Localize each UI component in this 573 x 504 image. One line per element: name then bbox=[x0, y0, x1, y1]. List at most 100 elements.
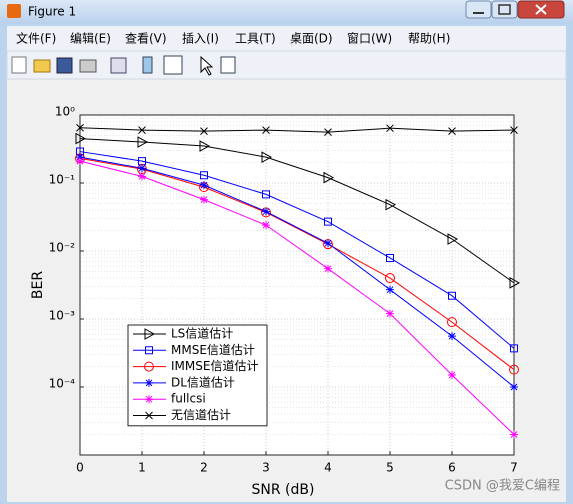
marker bbox=[509, 277, 521, 289]
legend-label: MMSE信道估计 bbox=[171, 343, 255, 357]
marker bbox=[200, 195, 208, 204]
marker bbox=[324, 128, 332, 136]
maximize-glyph bbox=[498, 4, 511, 15]
print-icon[interactable] bbox=[79, 59, 97, 73]
marker bbox=[262, 190, 270, 199]
legend-label: IMMSE信道估计 bbox=[171, 359, 258, 373]
marker bbox=[262, 221, 270, 230]
menu-bar bbox=[7, 26, 566, 50]
marker bbox=[262, 126, 270, 134]
marker bbox=[385, 198, 397, 211]
marker bbox=[510, 430, 518, 439]
x-tick-label: 2 bbox=[200, 461, 208, 475]
marker bbox=[448, 371, 456, 380]
toolbar bbox=[6, 50, 567, 80]
x-tick-label: 4 bbox=[324, 461, 332, 475]
menu-items: 文件(F) 编辑(E) 查看(V) 插入(I) 工具(T) 桌面(D) 窗口(W) 帮助(H) bbox=[16, 31, 450, 46]
legend-icon[interactable] bbox=[163, 55, 183, 75]
marker bbox=[324, 239, 332, 248]
marker bbox=[386, 253, 394, 262]
marker bbox=[138, 126, 146, 134]
colorbar-icon[interactable] bbox=[142, 56, 153, 74]
app-icon bbox=[7, 4, 21, 18]
x-tick-label: 1 bbox=[138, 461, 146, 475]
x-tick-label: 7 bbox=[510, 461, 518, 475]
marker bbox=[145, 378, 153, 387]
y-tick-label: 10⁻³ bbox=[49, 309, 76, 323]
marker bbox=[324, 217, 332, 226]
marker bbox=[324, 264, 332, 273]
marker bbox=[448, 291, 456, 300]
marker bbox=[138, 172, 146, 181]
marker bbox=[199, 140, 211, 152]
marker bbox=[448, 127, 456, 135]
y-tick-label: 10⁻⁴ bbox=[49, 377, 76, 391]
marker bbox=[323, 171, 335, 184]
marker bbox=[200, 181, 208, 190]
marker bbox=[510, 344, 518, 353]
x-tick-label: 3 bbox=[262, 461, 270, 475]
marker bbox=[75, 132, 87, 145]
menu-item[interactable]: 帮助(H) bbox=[408, 32, 450, 46]
marker bbox=[386, 285, 394, 294]
marker bbox=[138, 164, 146, 173]
menu-item[interactable]: 桌面(D) bbox=[290, 32, 333, 46]
x-tick-label: 0 bbox=[76, 461, 84, 475]
link-icon[interactable] bbox=[110, 57, 127, 74]
y-tick-label: 10⁰ bbox=[55, 105, 75, 119]
legend: LS信道估计 MMSE信道估计 IMMSE信道估计 DL信道估计 fullcsi 无信道估… bbox=[127, 324, 268, 427]
marker bbox=[447, 317, 457, 328]
marker bbox=[448, 332, 456, 341]
marker bbox=[261, 151, 273, 163]
menu-item[interactable]: 查看(V) bbox=[125, 32, 167, 46]
minimize-button[interactable] bbox=[465, 0, 492, 19]
marker bbox=[509, 364, 519, 375]
legend-label: 无信道估计 bbox=[171, 408, 231, 422]
new-icon[interactable] bbox=[11, 56, 27, 74]
x-tick-label: 5 bbox=[386, 461, 394, 475]
y-tick-label: 10⁻² bbox=[49, 241, 76, 255]
legend-label: fullcsi bbox=[171, 392, 206, 406]
y-tick-label: 10⁻¹ bbox=[49, 173, 76, 187]
legend-box bbox=[127, 324, 268, 427]
x-axis-label: SNR (dB) bbox=[252, 482, 315, 498]
marker bbox=[138, 157, 146, 166]
marker bbox=[447, 233, 459, 245]
menu-item[interactable]: 编辑(E) bbox=[70, 31, 111, 46]
menu-item[interactable]: 工具(T) bbox=[235, 32, 276, 46]
marker bbox=[76, 157, 84, 166]
chart: 0 1 2 3 4 5 6 7 10⁻⁴ 10⁻³ 10⁻² 10⁻¹ 10⁰ LS信道估计 MMSE信道估… bbox=[49, 105, 521, 475]
series-line bbox=[79, 151, 515, 349]
legend-label: DL信道估计 bbox=[171, 375, 235, 389]
series-line bbox=[79, 127, 515, 133]
series-line bbox=[79, 156, 515, 388]
x-tick-label: 6 bbox=[448, 461, 456, 475]
marker bbox=[510, 126, 518, 134]
open-icon[interactable] bbox=[33, 59, 51, 73]
marker bbox=[145, 346, 153, 355]
marker bbox=[386, 309, 394, 318]
marker bbox=[262, 207, 270, 216]
marker bbox=[137, 136, 149, 148]
marker bbox=[144, 328, 156, 340]
property-icon[interactable] bbox=[220, 56, 236, 74]
marker bbox=[200, 127, 208, 135]
close-glyph bbox=[535, 4, 547, 15]
marker bbox=[76, 123, 84, 132]
legend-label: LS信道估计 bbox=[171, 327, 233, 341]
marker bbox=[510, 383, 518, 391]
axes-box bbox=[79, 114, 515, 456]
menu-item[interactable]: 窗口(W) bbox=[347, 32, 392, 46]
menu-item[interactable]: 插入(I) bbox=[182, 32, 219, 46]
maximize-button[interactable] bbox=[491, 0, 518, 19]
menu-item[interactable]: 文件(F) bbox=[16, 31, 56, 46]
series-line bbox=[79, 138, 515, 284]
marker bbox=[200, 171, 208, 180]
pointer-icon[interactable] bbox=[200, 55, 214, 76]
save-icon[interactable] bbox=[56, 57, 73, 74]
marker bbox=[145, 395, 153, 404]
marker bbox=[144, 361, 154, 372]
marker bbox=[145, 411, 153, 420]
series-line bbox=[79, 157, 515, 371]
